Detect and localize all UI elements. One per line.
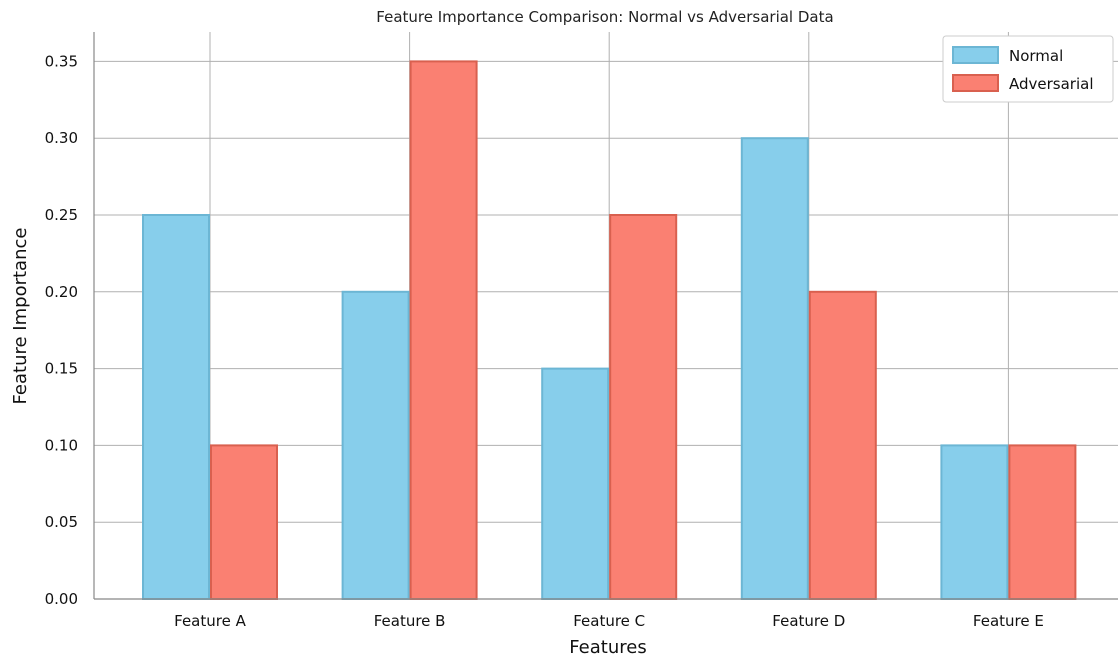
legend-swatch-adversarial: [952, 74, 999, 92]
legend-swatch-normal: [952, 46, 999, 64]
bar-normal-5: [940, 444, 1009, 600]
bars: [142, 60, 1077, 600]
bar-adversarial-1: [210, 444, 278, 600]
bar-adversarial-2: [409, 60, 478, 600]
bar-normal-4: [740, 137, 809, 600]
bar-adversarial-4: [808, 290, 877, 600]
x-tick-label: Feature B: [374, 612, 446, 630]
x-tick-label: Feature C: [573, 612, 645, 630]
axes: [93, 32, 1118, 600]
x-tick-label: Feature E: [973, 612, 1044, 630]
x-tick-label: Feature D: [772, 612, 845, 630]
y-tick-label: 0.25: [45, 206, 78, 224]
y-axis-label: Feature Importance: [10, 228, 31, 405]
y-tick-label: 0.30: [45, 129, 78, 147]
y-tick-labels: 0.00 0.05 0.10 0.15 0.20 0.25 0.30 0.35: [45, 52, 78, 608]
y-tick-label: 0.10: [45, 436, 78, 454]
x-tick-labels: Feature A Feature B Feature C Feature D Feat…: [174, 612, 1044, 630]
x-tick-label: Feature A: [174, 612, 246, 630]
bar-normal-2: [341, 290, 410, 600]
bar-normal-3: [541, 367, 610, 600]
bar-adversarial-3: [609, 214, 678, 600]
y-tick-label: 0.15: [45, 360, 78, 378]
x-axis-label: Features: [569, 637, 646, 658]
chart-title: Feature Importance Comparison: Normal vs…: [376, 8, 833, 26]
legend-label-normal: Normal: [1009, 47, 1063, 65]
y-tick-label: 0.20: [45, 283, 78, 301]
y-tick-label: 0.35: [45, 52, 78, 70]
legend: Normal Adversarial: [942, 35, 1114, 103]
bar-normal-1: [142, 214, 210, 600]
legend-label-adversarial: Adversarial: [1009, 75, 1094, 93]
y-tick-label: 0.00: [45, 590, 78, 608]
bar-adversarial-5: [1008, 444, 1077, 600]
y-tick-label: 0.05: [45, 513, 78, 531]
